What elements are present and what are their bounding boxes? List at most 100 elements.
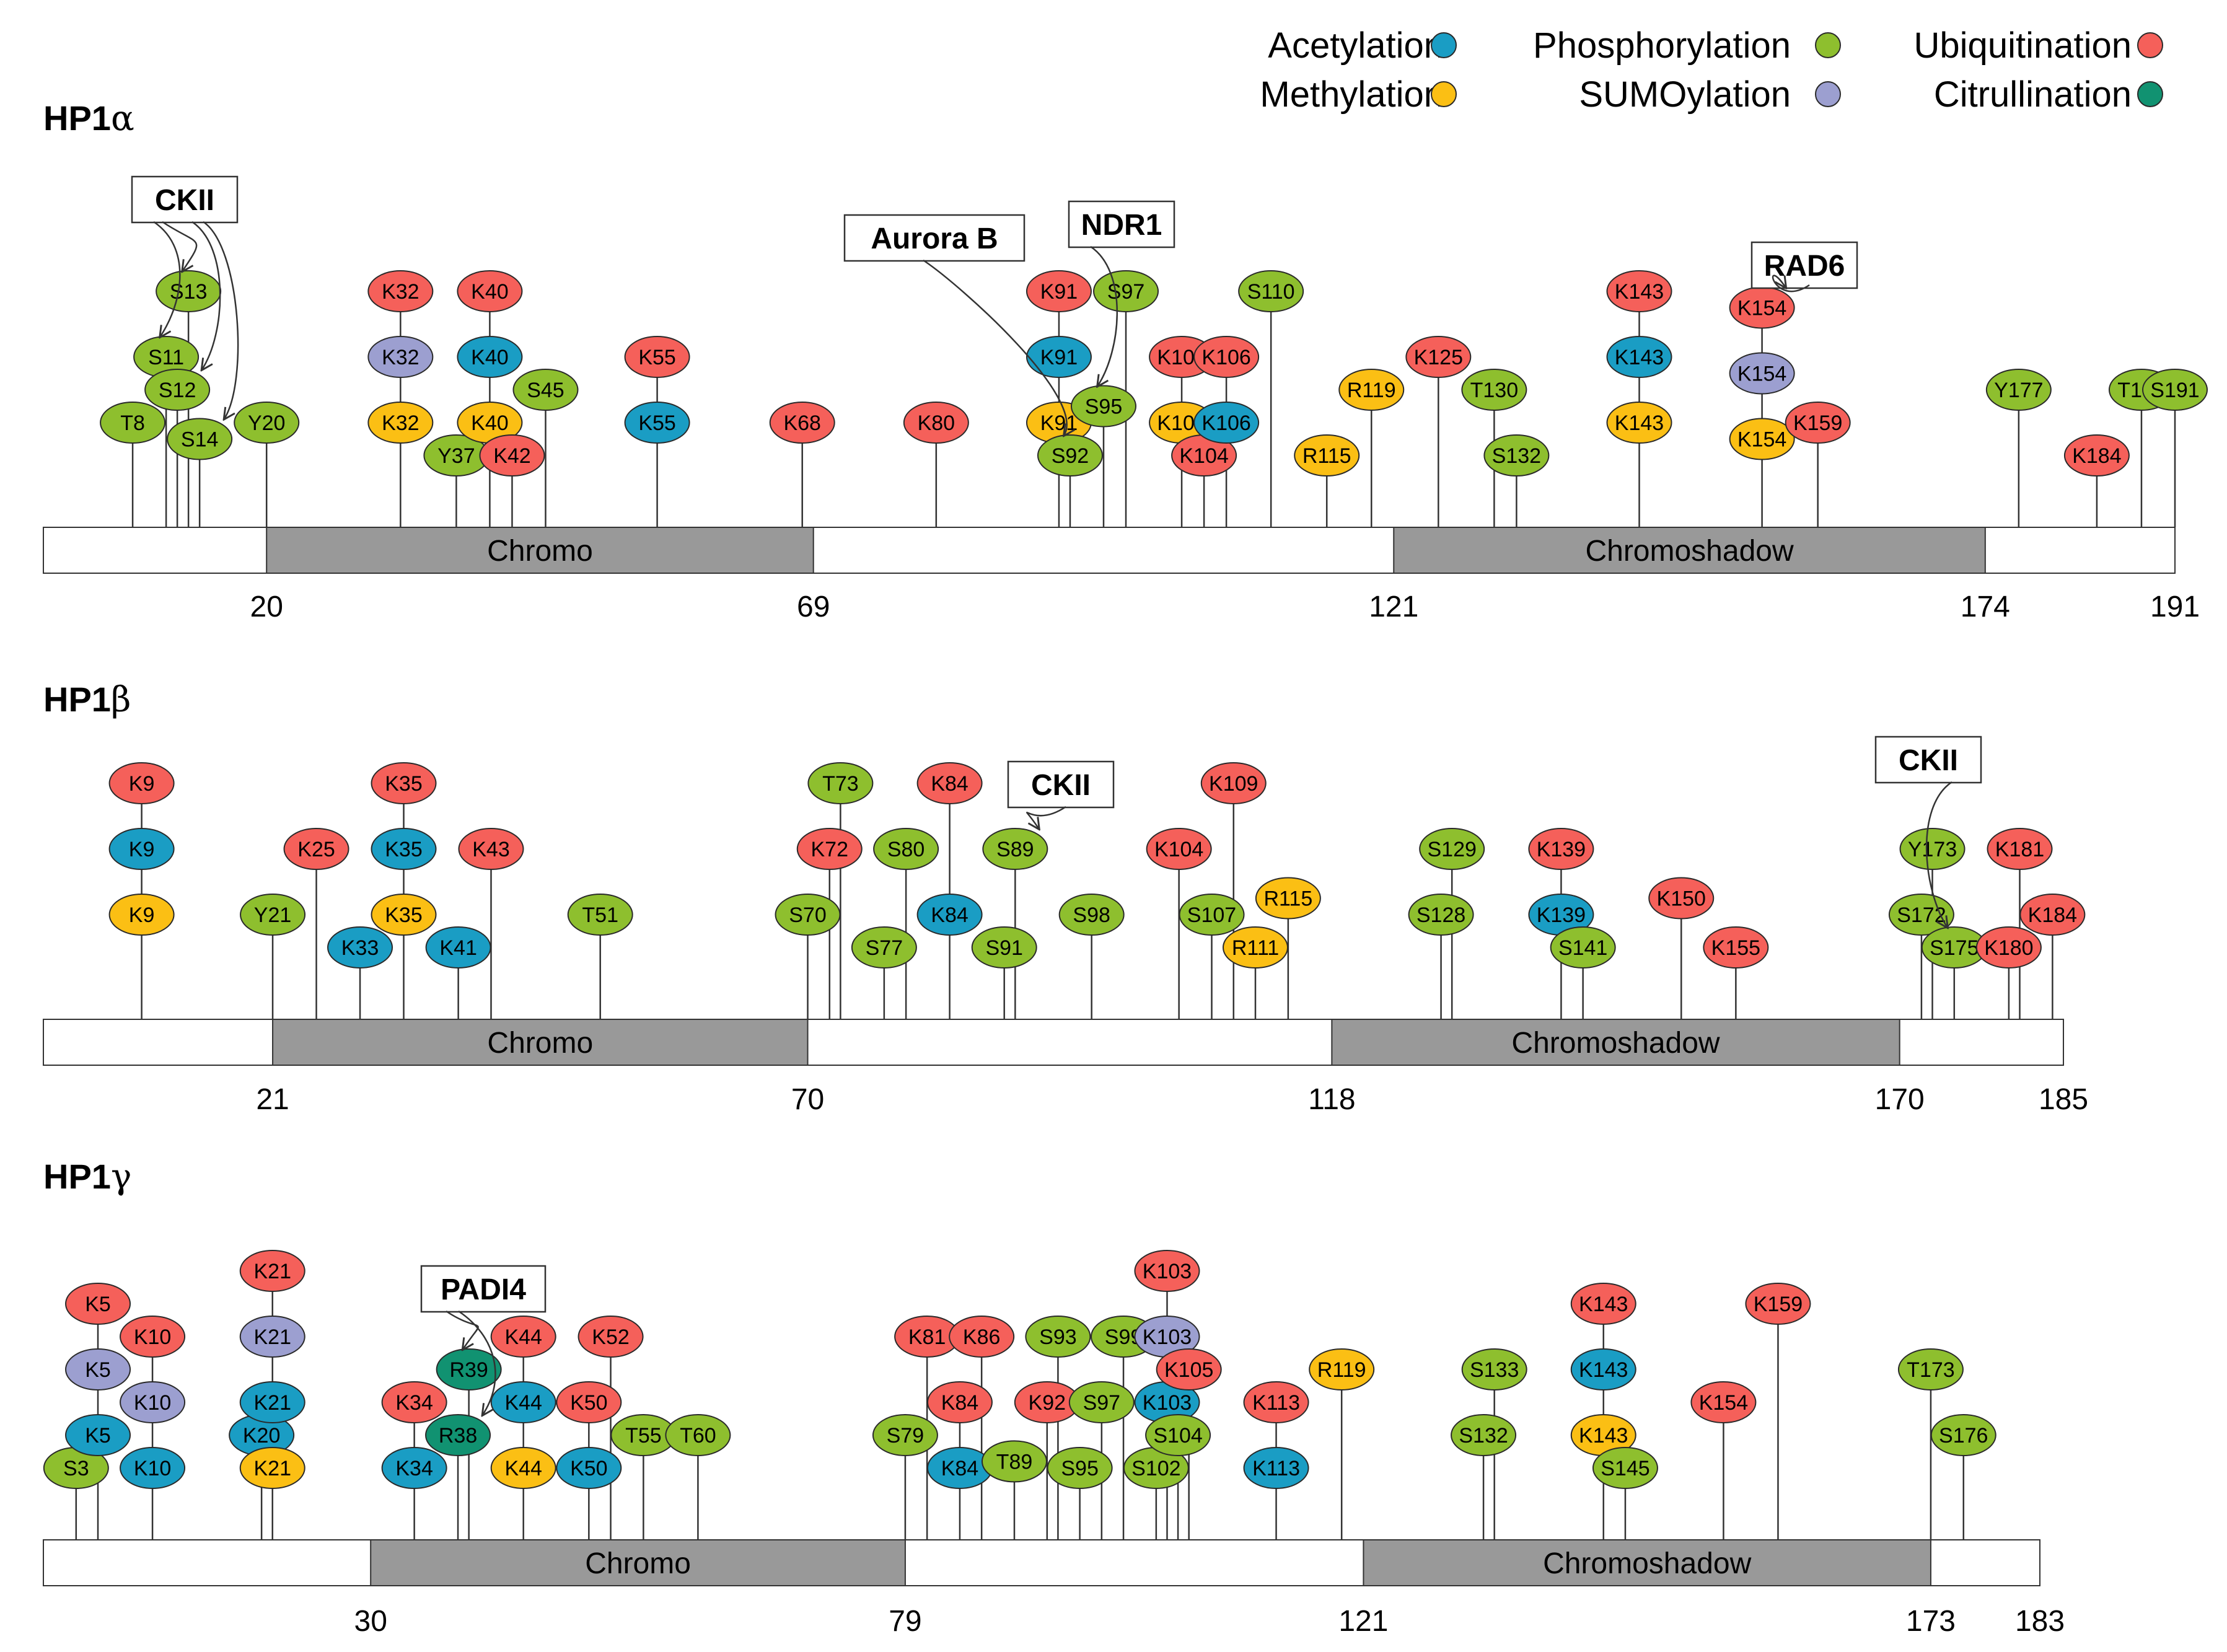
ptm-mark-k33-acetylation: K33 xyxy=(327,926,393,969)
enzyme-box xyxy=(131,175,239,224)
ptm-mark-t173-phosphorylation: T173 xyxy=(1897,1348,1964,1391)
ptm-bubble xyxy=(1408,894,1474,936)
ptm-bubble xyxy=(556,1447,622,1489)
ptm-bubble xyxy=(239,1250,305,1292)
ptm-mark-s97-phosphorylation: S97 xyxy=(1093,270,1159,312)
ptm-mark-k34-acetylation: K34 xyxy=(381,1447,447,1489)
ptm-label: K84 xyxy=(931,903,969,927)
ptm-mark-k25-ubiquitination: K25 xyxy=(283,828,349,870)
ptm-label: T51 xyxy=(582,903,618,927)
ptm-bubble xyxy=(1026,336,1092,378)
ptm-label: K91 xyxy=(1040,280,1078,304)
ptm-label: Y173 xyxy=(1908,838,1957,861)
ptm-mark-k68-ubiquitination: K68 xyxy=(769,402,835,444)
ptm-label: K50 xyxy=(570,1457,608,1480)
ptm-bubble xyxy=(1451,1414,1517,1456)
domain-chromo: Chromo xyxy=(266,527,814,574)
ptm-mark-k143-methylation: K143 xyxy=(1606,402,1672,444)
ptm-bubble xyxy=(1606,336,1672,378)
ptm-label: K21 xyxy=(253,1457,291,1480)
ptm-mark-k125-ubiquitination: K125 xyxy=(1405,336,1472,378)
ptm-bubble xyxy=(1145,1414,1211,1456)
enzyme-label: CKII xyxy=(155,184,214,217)
position-tick-label: 173 xyxy=(1906,1605,1956,1638)
ptm-label: S93 xyxy=(1039,1325,1077,1349)
ptm-label: K159 xyxy=(1754,1293,1803,1316)
domain-box xyxy=(1331,1019,1900,1066)
ptm-bubble xyxy=(556,1381,622,1423)
ptm-label: K55 xyxy=(638,411,676,435)
ptm-label: K143 xyxy=(1615,346,1664,369)
ptm-label: T73 xyxy=(822,772,859,796)
ptm-bubble xyxy=(1243,1447,1309,1489)
enzyme-box xyxy=(420,1265,547,1313)
ptm-bubble xyxy=(926,1381,993,1423)
ptm-mark-k139-ubiquitination: K139 xyxy=(1528,828,1594,870)
position-tick-label: 170 xyxy=(1875,1083,1925,1116)
ptm-bubble xyxy=(1899,828,1966,870)
ptm-label: K184 xyxy=(2072,444,2121,468)
ptm-bubble xyxy=(371,762,437,804)
ptm-label: K109 xyxy=(1209,772,1258,796)
ptm-mark-t55-phosphorylation: T55 xyxy=(610,1414,677,1456)
ptm-bubble xyxy=(512,369,579,411)
domain-chromoshadow: Chromoshadow xyxy=(1363,1539,1931,1586)
enzyme-rad6: RAD6 xyxy=(1750,241,1858,292)
ptm-mark-s77-phosphorylation: S77 xyxy=(851,926,917,969)
ptm-label: R119 xyxy=(1317,1358,1366,1382)
ptm-label: K143 xyxy=(1579,1358,1628,1382)
ptm-bubble xyxy=(457,336,523,378)
domain-chromoshadow: Chromoshadow xyxy=(1393,527,1986,574)
ptm-mark-k21-methylation: K21 xyxy=(239,1447,305,1489)
ptm-label: K139 xyxy=(1537,838,1586,861)
ptm-mark-k143-ubiquitination: K143 xyxy=(1570,1283,1636,1325)
ptm-bubble xyxy=(1238,270,1304,312)
position-tick-label: 79 xyxy=(889,1605,921,1638)
ptm-mark-k9-ubiquitination: K9 xyxy=(108,762,175,804)
legend-item-acetylation: Acetylation xyxy=(1268,25,1457,66)
ptm-mark-k32-methylation: K32 xyxy=(367,402,434,444)
ptm-bubble xyxy=(1528,828,1594,870)
ptm-bubble xyxy=(367,270,434,312)
ptm-label: Y37 xyxy=(437,444,475,468)
ptm-bubble xyxy=(283,828,349,870)
ptm-bubble xyxy=(624,336,690,378)
ptm-mark-k105-ubiquitination: K105 xyxy=(1156,1348,1222,1391)
enzyme-arrow xyxy=(191,221,221,371)
ptm-label: R119 xyxy=(1347,379,1396,402)
ptm-label: S145 xyxy=(1601,1457,1649,1480)
protein-title: HP1α xyxy=(43,99,134,139)
legend-item-sumoylation: SUMOylation xyxy=(1579,74,1841,115)
ptm-mark-k50-ubiquitination: K50 xyxy=(556,1381,622,1423)
ptm-bubble xyxy=(1419,828,1485,870)
ptm-mark-t73-phosphorylation: T73 xyxy=(807,762,874,804)
ptm-mark-s13-phosphorylation: S13 xyxy=(156,270,222,312)
ptm-mark-k159-ubiquitination: K159 xyxy=(1745,1283,1811,1325)
ptm-label: Y20 xyxy=(248,411,286,435)
ptm-mark-k32-ubiquitination: K32 xyxy=(367,270,434,312)
ptm-label: S132 xyxy=(1459,1424,1508,1448)
legend-label: Methylation xyxy=(1260,74,1444,115)
ptm-label: K33 xyxy=(341,936,379,960)
ptm-mark-k184-ubiquitination: K184 xyxy=(2063,434,2130,477)
ptm-bubble xyxy=(2019,894,2086,936)
ptm-label: K92 xyxy=(1029,1391,1066,1415)
ptm-bubble xyxy=(1243,1381,1309,1423)
ptm-label: K91 xyxy=(1040,346,1078,369)
legend-item-ubiquitination: Ubiquitination xyxy=(1914,25,2163,66)
enzyme-box xyxy=(1750,241,1858,289)
ptm-bubble xyxy=(1193,336,1260,378)
ptm-label: K68 xyxy=(783,411,821,435)
ptm-mark-s70-phosphorylation: S70 xyxy=(775,894,841,936)
ptm-mark-k106-ubiquitination: K106 xyxy=(1193,336,1260,378)
ptm-bubble xyxy=(1068,1381,1135,1423)
ptm-mark-k154-methylation: K154 xyxy=(1729,418,1795,460)
position-tick-label: 185 xyxy=(2039,1083,2088,1116)
ptm-bubble xyxy=(775,894,841,936)
ptm-bubble xyxy=(425,1414,491,1456)
ptm-bubble xyxy=(1309,1348,1375,1391)
ptm-label: K52 xyxy=(592,1325,630,1349)
domain-label: Chromo xyxy=(487,1027,593,1060)
enzyme-aurora-b: Aurora B xyxy=(843,214,1067,436)
ptm-mark-k92-ubiquitination: K92 xyxy=(1014,1381,1080,1423)
